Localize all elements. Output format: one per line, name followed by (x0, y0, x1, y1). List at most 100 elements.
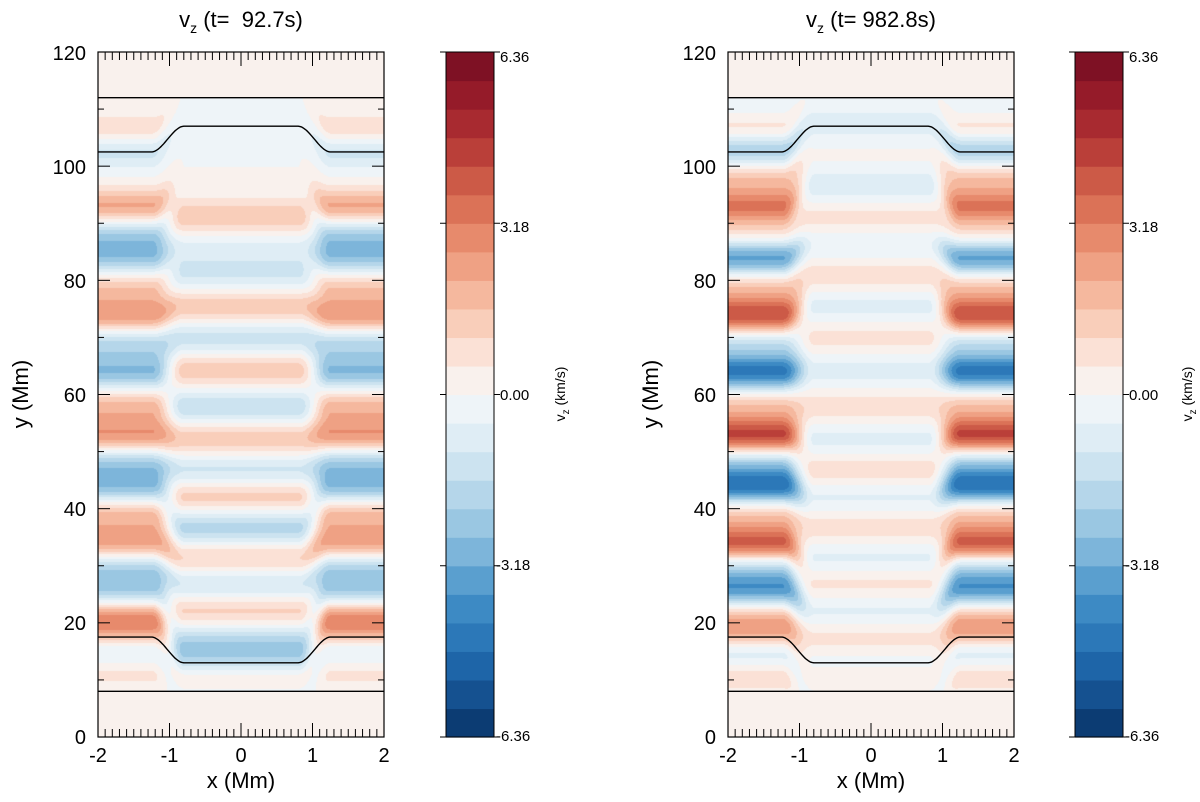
colorbar-swatch-13 (446, 337, 494, 367)
panel-right-ytick-40: 40 (694, 499, 716, 521)
panel-right-cbtick-max: 6.36 (1129, 49, 1158, 66)
panel-left-xtick-0: 0 (235, 745, 246, 767)
panel-right-colorbar-frame (1074, 51, 1124, 738)
panel-left-xlabel: x (Mm) (207, 768, 275, 793)
colorbar-swatch-10 (446, 423, 494, 453)
panel-left-heatmap-image (98, 52, 384, 737)
panel-left-ylabel: y (Mm) (8, 360, 33, 428)
panel-left-cbtick-max: 6.36 (500, 49, 529, 66)
panel-right-cbtick-neghalf: -3.18 (1125, 557, 1159, 574)
panel-left-title: vz (t= 92.7s) (179, 7, 303, 36)
colorbar-swatch-7 (1075, 508, 1123, 538)
panel-right-cbtick-min: -6.36 (1125, 728, 1159, 745)
colorbar-swatch-21 (1075, 109, 1123, 139)
colorbar-swatch-16 (446, 251, 494, 281)
panel-left: vz (t= 92.7s) 0 20 40 60 80 100 120 -2 -… (8, 7, 572, 793)
tube-contour-bottom (98, 636, 384, 664)
colorbar-swatch-11 (446, 394, 494, 424)
colorbar-swatch-6 (446, 537, 494, 567)
panel-right-ticks (727, 51, 1015, 738)
panel-left-xtick-m2: -2 (89, 745, 107, 767)
panel-right-xtick-m2: -2 (719, 745, 737, 767)
panel-left-ytick-60: 60 (64, 385, 86, 407)
colorbar-swatch-16 (1075, 251, 1123, 281)
colorbar-swatch-23 (1075, 52, 1123, 82)
colorbar-swatch-9 (446, 451, 494, 481)
colorbar-swatch-17 (1075, 223, 1123, 253)
colorbar-swatch-0 (446, 708, 494, 738)
colorbar-swatch-10 (1075, 423, 1123, 453)
panel-right-xtick-0: 0 (865, 745, 876, 767)
colorbar-swatch-3 (1075, 622, 1123, 652)
panel-left-ytick-100: 100 (53, 157, 86, 179)
panel-right-ylabel: y (Mm) (638, 360, 663, 428)
panel-right-cbtick-zero: 0.00 (1129, 387, 1158, 404)
panel-left-cbtick-min: -6.36 (496, 728, 530, 745)
panel-right-xtick-1: 1 (937, 745, 948, 767)
panel-right: vz (t= 982.8s) 0 20 40 60 80 100 120 -2 … (638, 7, 1199, 793)
colorbar-swatch-2 (1075, 651, 1123, 681)
panel-right-ytick-60: 60 (694, 385, 716, 407)
panel-left-ytick-20: 20 (64, 613, 86, 635)
tube-contour-top (98, 125, 384, 153)
panel-left-xtick-m1: -1 (161, 745, 179, 767)
colorbar-swatch-12 (1075, 365, 1123, 396)
panel-left-cbtick-zero: 0.00 (500, 387, 529, 404)
panel-left-colorbar-frame (445, 51, 495, 738)
colorbar-swatch-5 (1075, 565, 1123, 595)
colorbar-swatch-14 (1075, 308, 1123, 339)
colorbar-swatch-15 (446, 280, 494, 310)
colorbar-swatch-17 (446, 223, 494, 253)
panel-left-ytick-40: 40 (64, 499, 86, 521)
panel-right-ytick-100: 100 (683, 157, 716, 179)
colorbar-swatch-19 (446, 166, 494, 196)
colorbar-swatch-15 (1075, 280, 1123, 310)
panel-right-heatmap-image (728, 52, 1014, 737)
panel-left-ytick-0: 0 (75, 727, 86, 749)
colorbar-swatch-7 (446, 508, 494, 538)
panel-right-overlay (728, 97, 1014, 692)
colorbar-swatch-1 (1075, 679, 1123, 710)
panel-left-ticks (97, 51, 385, 738)
panel-right-colorbar (1069, 51, 1129, 738)
panel-left-ytick-120: 120 (53, 43, 86, 65)
colorbar-swatch-2 (446, 651, 494, 681)
colorbar-swatch-3 (446, 622, 494, 652)
panel-right-heatmap (728, 52, 1014, 737)
panel-left-xtick-1: 1 (307, 745, 318, 767)
tube-contour-top (728, 125, 1014, 153)
colorbar-swatch-8 (1075, 480, 1123, 510)
colorbar-swatch-22 (1075, 80, 1123, 110)
colorbar-swatch-5 (446, 565, 494, 595)
panel-left-overlay (98, 97, 384, 692)
panel-right-title: vz (t= 982.8s) (806, 7, 936, 36)
colorbar-swatch-12 (446, 365, 494, 396)
panel-left-cbtick-neghalf: -3.18 (496, 557, 530, 574)
panel-right-xtick-m1: -1 (791, 745, 809, 767)
colorbar-swatch-1 (446, 679, 494, 710)
colorbar-swatch-6 (1075, 537, 1123, 567)
colorbar-swatch-13 (1075, 337, 1123, 367)
panel-right-ytick-0: 0 (705, 727, 716, 749)
colorbar-swatch-20 (1075, 137, 1123, 167)
colorbar-swatch-8 (446, 480, 494, 510)
colorbar-swatch-0 (1075, 708, 1123, 738)
colorbar-swatch-14 (446, 308, 494, 339)
panel-right-xlabel: x (Mm) (837, 768, 905, 793)
panel-left-colorbar (440, 51, 500, 738)
panel-right-ytick-120: 120 (683, 43, 716, 65)
colorbar-swatch-22 (446, 80, 494, 110)
colorbar-swatch-23 (446, 52, 494, 82)
panel-left-ytick-80: 80 (64, 271, 86, 293)
panel-right-colorbar-label: vz (km/s) (1179, 367, 1199, 422)
colorbar-swatch-11 (1075, 394, 1123, 424)
panel-right-ytick-80: 80 (694, 271, 716, 293)
colorbar-swatch-4 (1075, 594, 1123, 624)
colorbar-swatch-21 (446, 109, 494, 139)
colorbar-swatch-18 (446, 194, 494, 224)
panel-left-heatmap (98, 52, 384, 737)
colorbar-swatch-19 (1075, 166, 1123, 196)
panel-left-cbtick-half: 3.18 (500, 219, 529, 236)
colorbar-swatch-9 (1075, 451, 1123, 481)
